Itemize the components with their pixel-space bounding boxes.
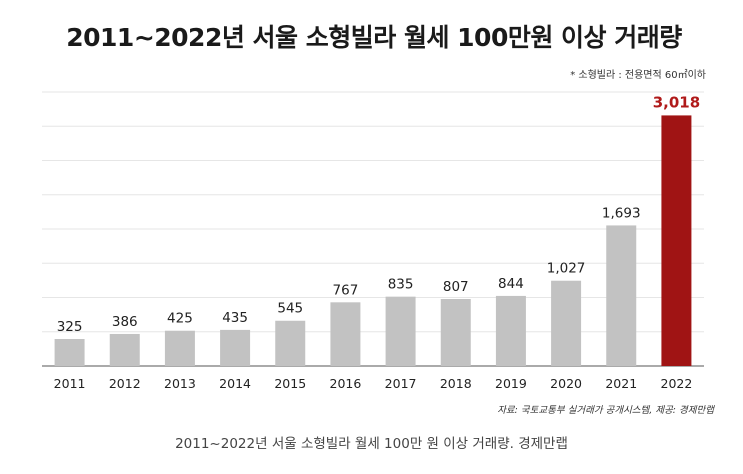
value-label-2022: 3,018 bbox=[653, 93, 700, 111]
bar-2015 bbox=[275, 320, 306, 366]
value-label-2011: 325 bbox=[57, 319, 83, 335]
bar-2020 bbox=[551, 280, 582, 366]
bar-2011 bbox=[54, 339, 85, 366]
bar-2016 bbox=[330, 302, 361, 366]
value-label-2018: 807 bbox=[443, 279, 469, 295]
bar-2012 bbox=[109, 333, 140, 366]
value-label-2012: 386 bbox=[112, 314, 138, 330]
legend-note: * 소형빌라 : 전용면적 60㎡이하 bbox=[570, 70, 706, 81]
value-label-2017: 835 bbox=[388, 277, 414, 293]
bars bbox=[54, 115, 692, 366]
x-tick-2011: 2011 bbox=[54, 376, 86, 391]
image-caption: 2011~2022년 서울 소형빌라 월세 100만 원 이상 거래량. 경제만… bbox=[175, 436, 568, 452]
value-label-2015: 545 bbox=[277, 301, 303, 317]
x-tick-2020: 2020 bbox=[550, 376, 582, 391]
value-label-2016: 767 bbox=[333, 282, 359, 298]
bar-2022 bbox=[661, 115, 692, 366]
bar-2018 bbox=[440, 298, 471, 366]
x-tick-2013: 2013 bbox=[164, 376, 196, 391]
x-tick-2019: 2019 bbox=[495, 376, 527, 391]
x-tick-2016: 2016 bbox=[330, 376, 362, 391]
value-label-2014: 435 bbox=[222, 310, 248, 326]
bar-2017 bbox=[385, 296, 416, 366]
value-label-2020: 1,027 bbox=[547, 261, 586, 277]
bar-2013 bbox=[164, 330, 195, 366]
x-tick-2018: 2018 bbox=[440, 376, 472, 391]
chart-figure: 2011~2022년 서울 소형빌라 월세 100만원 이상 거래량 * 소형빌… bbox=[18, 0, 730, 420]
value-label-2013: 425 bbox=[167, 311, 193, 327]
chart-title: 2011~2022년 서울 소형빌라 월세 100만원 이상 거래량 bbox=[66, 23, 682, 52]
source-note: 자료: 국토교통부 실거래가 공개시스템, 제공: 경제만랩 bbox=[497, 405, 714, 416]
bar-2014 bbox=[220, 329, 251, 366]
value-label-2021: 1,693 bbox=[602, 205, 641, 221]
x-tick-2017: 2017 bbox=[385, 376, 417, 391]
bar-chart: 325 386 425 435 545 767 835 807 844 1,027 1,693 3,0… bbox=[42, 91, 704, 391]
bar-2019 bbox=[495, 295, 526, 366]
x-tick-2012: 2012 bbox=[109, 376, 141, 391]
x-tick-2015: 2015 bbox=[274, 376, 306, 391]
gridlines bbox=[42, 91, 704, 367]
x-tick-2014: 2014 bbox=[219, 376, 251, 391]
bar-2021 bbox=[606, 225, 637, 366]
x-tick-2022: 2022 bbox=[661, 376, 693, 391]
value-label-2019: 844 bbox=[498, 276, 524, 292]
x-tick-2021: 2021 bbox=[605, 376, 637, 391]
value-labels: 325 386 425 435 545 767 835 807 844 1,027 1,693 3,0… bbox=[57, 93, 700, 335]
x-tick-labels: 2011 2012 2013 2014 2015 2016 2017 2018 2019 2020… bbox=[54, 376, 693, 391]
